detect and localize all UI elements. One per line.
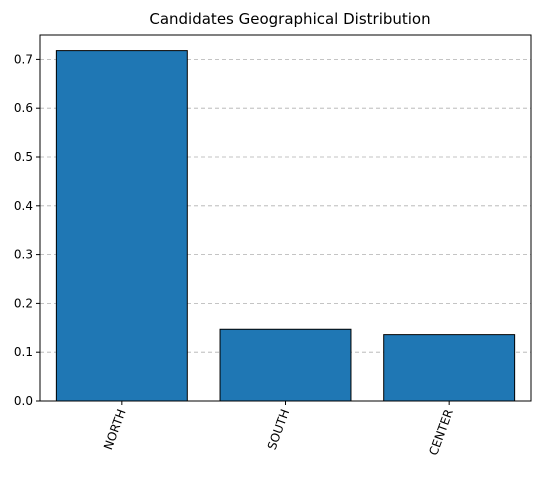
bar-center bbox=[383, 334, 516, 402]
y-tick-label: 0.0 bbox=[14, 394, 33, 408]
y-tick-label: 0.2 bbox=[14, 296, 33, 310]
y-tick-label: 0.1 bbox=[14, 345, 33, 359]
y-axis-ticks: 0.0 0.1 0.2 0.3 0.4 0.5 0.6 0.7 bbox=[14, 52, 40, 408]
y-tick-label: 0.7 bbox=[14, 52, 33, 66]
y-tick-label: 0.5 bbox=[14, 150, 33, 164]
bars bbox=[55, 50, 516, 402]
bar-north bbox=[55, 50, 188, 402]
y-tick-label: 0.3 bbox=[14, 248, 33, 262]
x-tick-label: SOUTH bbox=[265, 407, 293, 451]
chart-title: Candidates Geographical Distribution bbox=[149, 10, 430, 28]
bar-south bbox=[219, 328, 352, 402]
y-tick-label: 0.4 bbox=[14, 199, 33, 213]
grid-lines bbox=[40, 59, 531, 353]
x-axis-ticks: NORTH SOUTH CENTER bbox=[101, 401, 456, 457]
x-tick-label: CENTER bbox=[426, 407, 456, 457]
y-tick-label: 0.6 bbox=[14, 101, 33, 115]
x-tick-label: NORTH bbox=[101, 407, 129, 451]
